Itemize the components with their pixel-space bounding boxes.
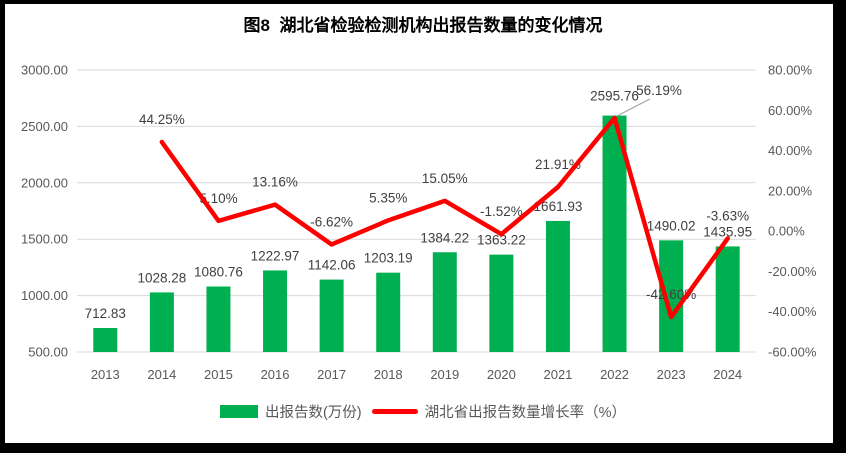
- bar-2022: [602, 115, 627, 353]
- left-axis-tick-label: 3000.00: [21, 63, 68, 78]
- line-value-label: -3.63%: [706, 208, 749, 223]
- bar-value-label: 1490.02: [647, 218, 696, 233]
- line-series-swatch-icon: [371, 409, 418, 414]
- left-axis-tick-label: 1500.00: [21, 232, 68, 247]
- legend-label-reports: 出报告数(万份): [264, 405, 362, 421]
- x-axis-label: 2023: [657, 367, 686, 382]
- frame-border-right: [833, 0, 846, 453]
- data-label-leader-line: [616, 98, 651, 117]
- bar-value-label: 1363.22: [477, 233, 526, 248]
- line-value-label: 15.05%: [422, 171, 468, 186]
- bar-value-label: 1028.28: [137, 270, 186, 285]
- frame-border-bottom: [0, 443, 846, 453]
- bar-2015: [206, 286, 231, 352]
- line-value-label: -1.52%: [480, 204, 523, 219]
- line-value-label: 44.25%: [139, 112, 185, 127]
- bar-value-label: 1080.76: [194, 264, 243, 279]
- bar-value-label: 1222.97: [251, 248, 300, 263]
- x-axis-label: 2019: [430, 367, 459, 382]
- chart-legend: 出报告数(万份) 湖北省出报告数量增长率（%）: [0, 401, 846, 422]
- right-axis-tick-label: 80.00%: [768, 63, 813, 78]
- line-value-label: 13.16%: [252, 175, 298, 190]
- x-axis-label: 2017: [317, 367, 346, 382]
- x-axis-label: 2014: [147, 367, 176, 382]
- right-axis-tick-label: 20.00%: [768, 183, 813, 198]
- bar-2018: [376, 272, 401, 352]
- bar-2013: [93, 327, 118, 352]
- line-value-label: 21.91%: [535, 157, 581, 172]
- bar-value-label: 2595.76: [590, 89, 639, 104]
- left-axis-tick-label: 500.00: [28, 345, 68, 360]
- line-value-label: 56.19%: [636, 83, 682, 98]
- bar-value-label: 1661.93: [534, 199, 583, 214]
- left-axis-tick-label: 2500.00: [21, 119, 68, 134]
- bar-2014: [149, 292, 174, 352]
- frame-border-left: [0, 0, 5, 453]
- right-axis-tick-label: 0.00%: [768, 224, 805, 239]
- bar-2020: [489, 254, 514, 352]
- bar-value-label: 712.83: [85, 306, 126, 321]
- frame-border-top: [0, 0, 846, 4]
- bar-2021: [545, 220, 570, 352]
- bar-2024: [715, 246, 740, 352]
- x-axis-label: 2024: [713, 367, 742, 382]
- right-axis-tick-label: -40.00%: [768, 304, 817, 319]
- right-axis-tick-label: 40.00%: [768, 143, 813, 158]
- legend-item-reports: 出报告数(万份): [219, 401, 362, 422]
- line-value-label: 5.35%: [369, 190, 407, 205]
- bar-value-label: 1203.19: [364, 251, 413, 266]
- x-axis-label: 2022: [600, 367, 629, 382]
- bar-series-swatch-icon: [219, 405, 258, 418]
- growth-rate-line: [159, 115, 730, 320]
- x-axis-label: 2020: [487, 367, 516, 382]
- x-axis-label: 2021: [543, 367, 572, 382]
- x-axis-label: 2016: [261, 367, 290, 382]
- bar-2016: [263, 270, 288, 352]
- right-axis-tick-label: 60.00%: [768, 103, 813, 118]
- x-axis-label: 2013: [91, 367, 120, 382]
- bar-2017: [319, 279, 344, 352]
- legend-label-growth-rate: 湖北省出报告数量增长率（%）: [424, 405, 627, 421]
- right-axis-tick-label: -60.00%: [768, 345, 817, 360]
- line-value-label: 5.10%: [199, 191, 237, 206]
- bar-value-label: 1435.95: [703, 224, 752, 239]
- x-axis-label: 2018: [374, 367, 403, 382]
- x-axis-label: 2015: [204, 367, 233, 382]
- bar-value-label: 1384.22: [420, 230, 469, 245]
- left-axis-tick-label: 2000.00: [21, 175, 68, 190]
- legend-item-growth-rate: 湖北省出报告数量增长率（%）: [371, 401, 627, 422]
- line-value-label: -6.62%: [310, 214, 353, 229]
- right-axis-tick-label: -20.00%: [768, 264, 817, 279]
- bar-2019: [432, 252, 457, 352]
- left-axis-tick-label: 1000.00: [21, 288, 68, 303]
- bar-value-label: 1142.06: [308, 258, 356, 273]
- chart-title: 图8 湖北省检验检测机构出报告数量的变化情况: [243, 16, 603, 35]
